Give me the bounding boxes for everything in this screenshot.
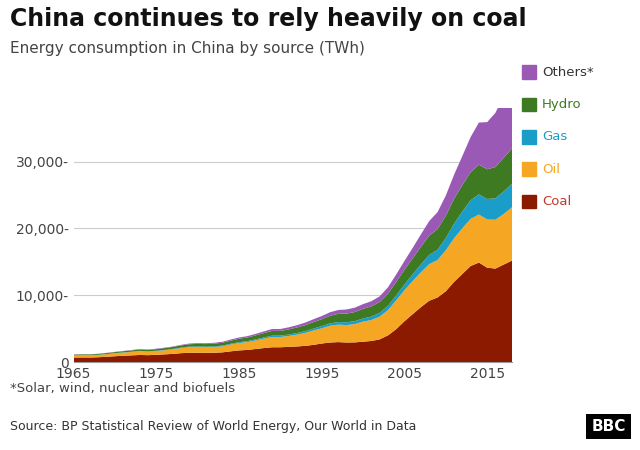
Text: *Solar, wind, nuclear and biofuels: *Solar, wind, nuclear and biofuels <box>10 382 235 395</box>
Text: Gas: Gas <box>542 130 567 143</box>
Text: Hydro: Hydro <box>542 98 582 111</box>
Text: Coal: Coal <box>542 195 572 208</box>
Text: China continues to rely heavily on coal: China continues to rely heavily on coal <box>10 7 526 31</box>
Text: BBC: BBC <box>591 419 626 434</box>
Text: Oil: Oil <box>542 163 560 176</box>
Text: Others*: Others* <box>542 66 594 78</box>
Text: Energy consumption in China by source (TWh): Energy consumption in China by source (T… <box>10 40 364 55</box>
Text: Source: BP Statistical Review of World Energy, Our World in Data: Source: BP Statistical Review of World E… <box>10 420 416 433</box>
